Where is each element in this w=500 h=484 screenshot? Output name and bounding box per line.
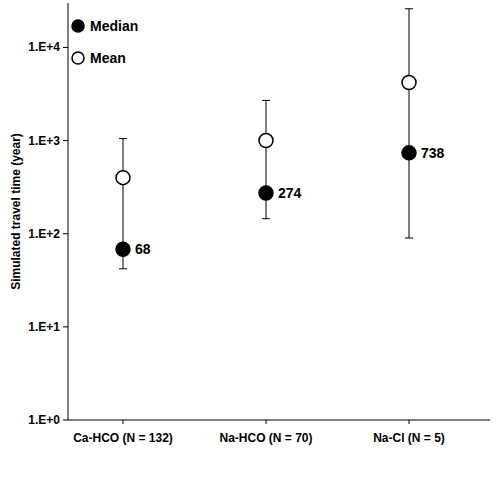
data-label: 274 xyxy=(278,185,302,201)
x-tick-label: Ca-HCO (N = 132) xyxy=(73,431,173,445)
error-bar xyxy=(405,9,413,238)
y-tick xyxy=(63,326,68,327)
error-bar-cap xyxy=(405,8,413,9)
point xyxy=(259,134,273,148)
x-tick-label: Na-Cl (N = 5) xyxy=(373,431,445,445)
y-axis xyxy=(68,3,69,420)
error-bar-line xyxy=(409,9,410,238)
error-bar-cap xyxy=(119,268,127,269)
error-bar-cap xyxy=(405,237,413,238)
y-tick-label: 1.E+2 xyxy=(28,227,60,241)
data-label: 738 xyxy=(421,145,445,161)
error-bar xyxy=(262,100,270,218)
plot-area xyxy=(116,9,416,269)
x-axis xyxy=(68,420,490,421)
error-bar-cap xyxy=(119,138,127,139)
point xyxy=(116,171,130,185)
y-tick xyxy=(63,140,68,141)
y-tick-label: 1.E+0 xyxy=(28,413,60,427)
point xyxy=(402,76,416,90)
legend-marker xyxy=(72,52,84,64)
x-tick xyxy=(123,420,124,424)
legend-marker xyxy=(72,20,84,32)
legend: Median Mean xyxy=(72,18,138,66)
error-bar-cap xyxy=(262,218,270,219)
point xyxy=(116,242,130,256)
error-bar-cap xyxy=(262,100,270,101)
legend-label: Mean xyxy=(90,50,126,66)
data-label: 68 xyxy=(135,241,151,257)
y-tick xyxy=(63,420,68,421)
labels: 68 274 738 xyxy=(135,145,445,257)
x-tick-label: Na-HCO (N = 70) xyxy=(219,431,312,445)
x-tick xyxy=(409,420,410,424)
y-tick xyxy=(63,233,68,234)
legend-label: Median xyxy=(90,18,138,34)
y-tick-label: 1.E+3 xyxy=(28,134,60,148)
y-tick xyxy=(63,47,68,48)
y-axis-label: Simulated travel time (year) xyxy=(9,133,23,290)
point xyxy=(259,186,273,200)
point xyxy=(402,146,416,160)
error-bar-line xyxy=(266,100,267,218)
x-tick xyxy=(266,420,267,424)
y-tick-label: 1.E+1 xyxy=(28,320,60,334)
y-tick-label: 1.E+4 xyxy=(28,40,60,54)
chart: 1.E+0 1.E+1 1.E+2 1.E+3 1.E+4 Simulated trave… xyxy=(0,0,500,484)
